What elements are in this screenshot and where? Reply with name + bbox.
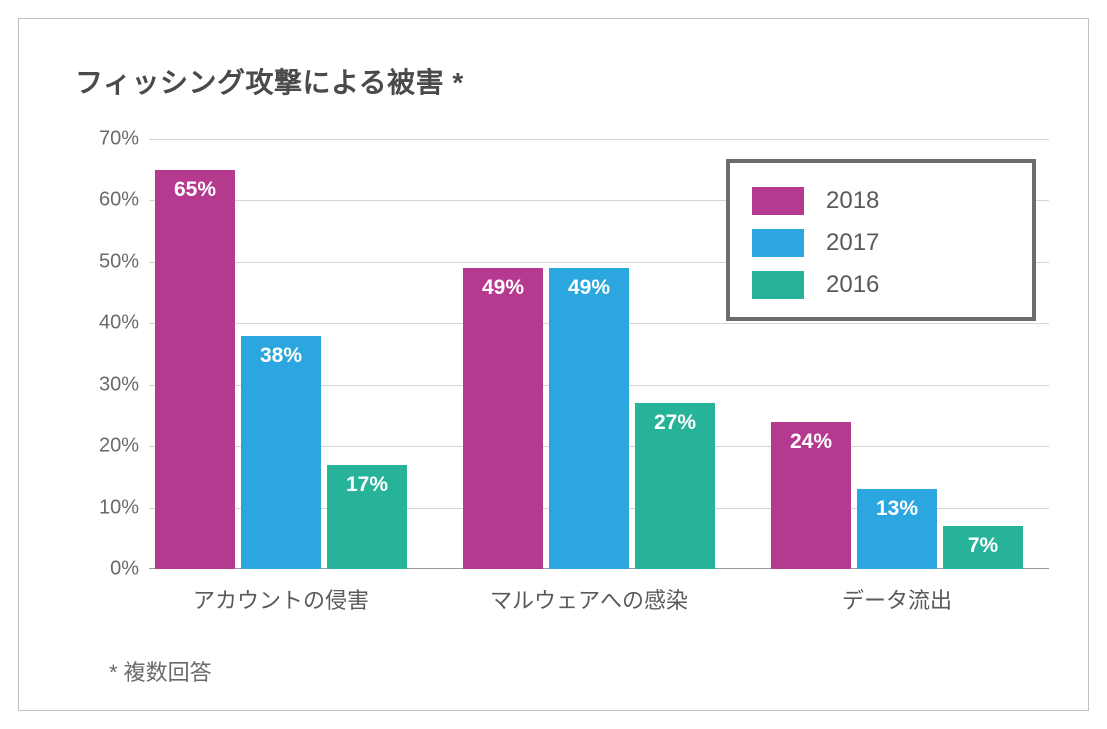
legend-swatch — [752, 187, 804, 215]
bar: 17% — [327, 465, 407, 569]
legend-label: 2016 — [826, 271, 879, 299]
category-label: データ流出 — [842, 583, 952, 615]
bar-value-label: 49% — [549, 276, 629, 300]
legend-label: 2017 — [826, 229, 879, 257]
bar: 49% — [463, 268, 543, 569]
legend-swatch — [752, 229, 804, 257]
gridline — [149, 139, 1049, 140]
legend-label: 2018 — [826, 187, 879, 215]
y-tick-label: 70% — [79, 128, 139, 151]
bar-value-label: 38% — [241, 344, 321, 368]
y-tick-label: 30% — [79, 373, 139, 396]
bar: 49% — [549, 268, 629, 569]
y-tick-label: 0% — [79, 558, 139, 581]
bar: 13% — [857, 489, 937, 569]
bar-value-label: 17% — [327, 473, 407, 497]
bar-value-label: 27% — [635, 411, 715, 435]
category-label: マルウェアへの感染 — [490, 583, 688, 615]
bar-value-label: 13% — [857, 497, 937, 521]
chart-title: フィッシング攻撃による被害 * — [75, 61, 464, 101]
bar-value-label: 7% — [943, 534, 1023, 558]
bar-value-label: 65% — [155, 178, 235, 202]
y-tick-label: 20% — [79, 435, 139, 458]
y-tick-label: 50% — [79, 250, 139, 273]
bar-value-label: 24% — [771, 430, 851, 454]
category-label: アカウントの侵害 — [193, 583, 369, 615]
bar: 38% — [241, 336, 321, 569]
y-tick-label: 60% — [79, 189, 139, 212]
legend-item: 2016 — [752, 271, 1010, 299]
chart-frame: フィッシング攻撃による被害 * 0% 10% 20% 30% 40% 50% 60% 70% 6… — [18, 18, 1089, 711]
y-tick-label: 40% — [79, 312, 139, 335]
legend-item: 2018 — [752, 187, 1010, 215]
bar: 24% — [771, 422, 851, 569]
chart-footnote: * 複数回答 — [109, 655, 212, 687]
bar: 27% — [635, 403, 715, 569]
legend-item: 2017 — [752, 229, 1010, 257]
y-tick-label: 10% — [79, 496, 139, 519]
bar-value-label: 49% — [463, 276, 543, 300]
legend-box: 2018 2017 2016 — [726, 159, 1036, 321]
legend-swatch — [752, 271, 804, 299]
bar: 65% — [155, 170, 235, 569]
bar: 7% — [943, 526, 1023, 569]
